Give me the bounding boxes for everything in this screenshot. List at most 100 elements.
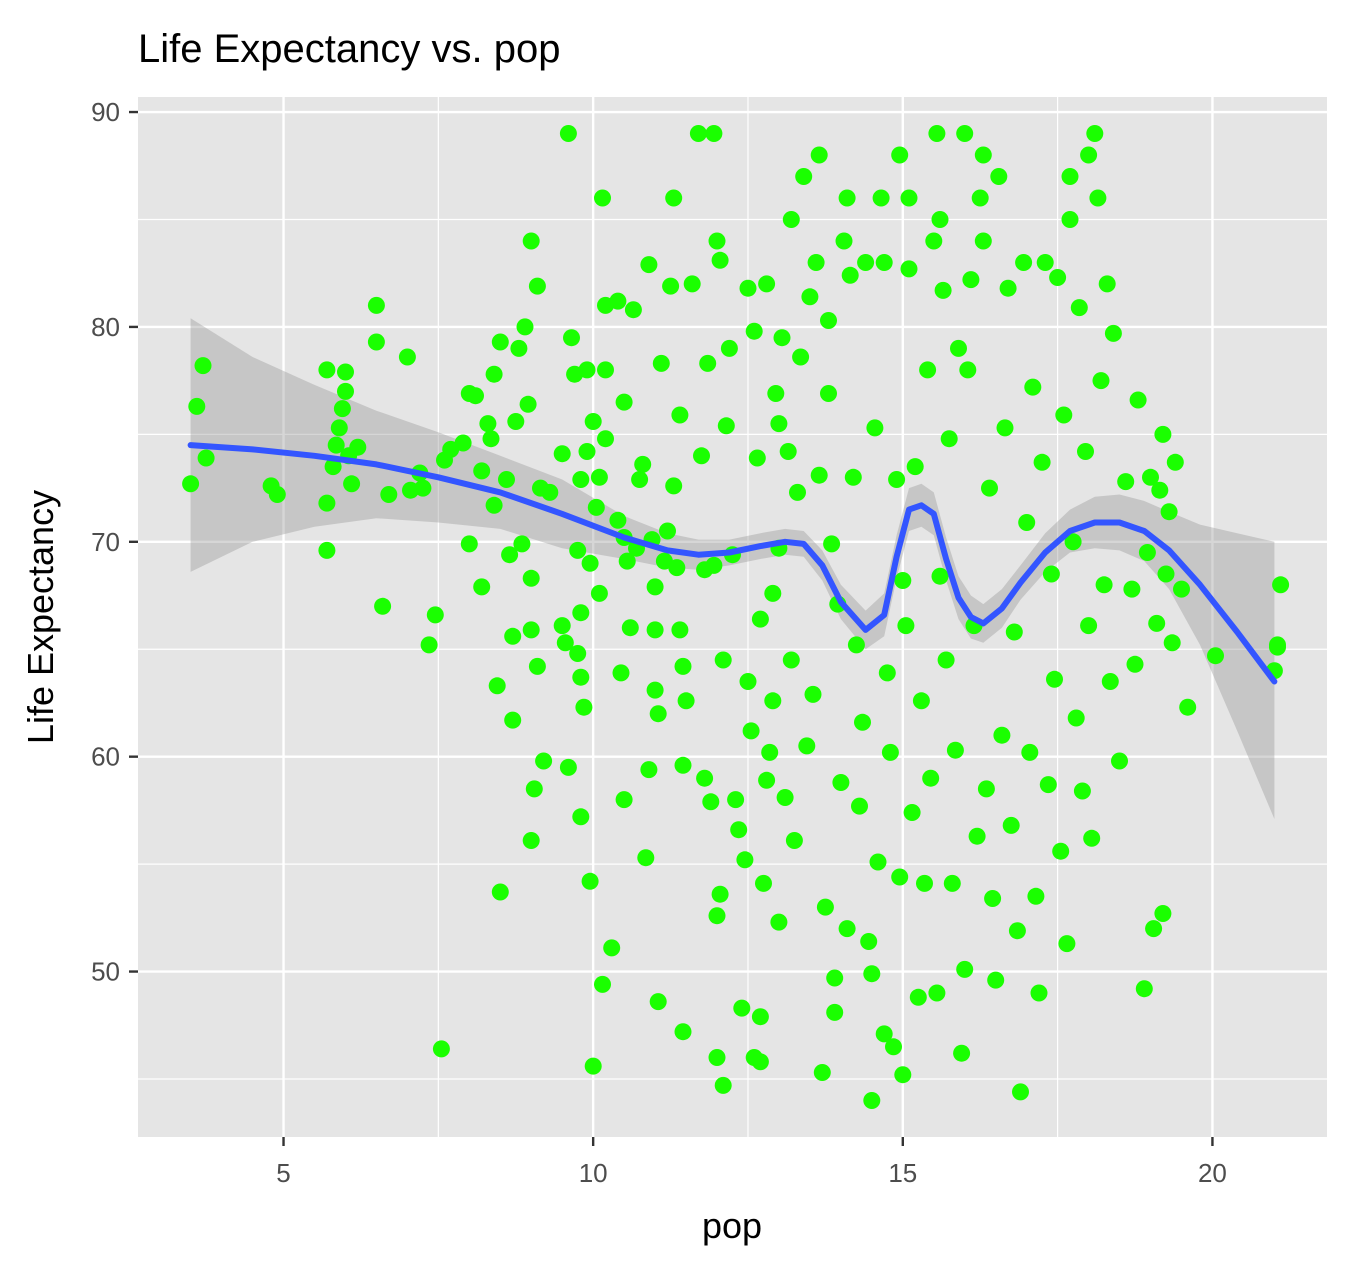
data-point: [906, 458, 924, 476]
data-point: [820, 312, 837, 329]
data-point: [1080, 617, 1098, 635]
data-point: [1033, 453, 1051, 471]
data-point: [1077, 443, 1094, 460]
data-point: [872, 189, 890, 207]
data-point: [330, 419, 348, 437]
data-point: [618, 552, 636, 570]
data-point: [665, 189, 683, 207]
data-point: [1095, 576, 1113, 594]
data-point: [847, 636, 865, 654]
data-point: [928, 984, 946, 1002]
x-axis: 5 10 15 20: [276, 1137, 1227, 1188]
smooth-line: [187, 442, 1278, 685]
data-point: [782, 651, 800, 669]
plot-panel: [138, 97, 1327, 1137]
data-point: [1067, 709, 1085, 727]
data-point: [984, 890, 1002, 907]
data-point: [1018, 514, 1036, 531]
data-point: [597, 361, 614, 379]
data-point: [535, 752, 553, 770]
data-point: [968, 827, 986, 845]
data-point: [916, 874, 933, 892]
data-point: [789, 483, 806, 501]
data-point: [578, 443, 596, 460]
data-point: [841, 266, 859, 284]
data-point: [677, 692, 695, 710]
data-point: [714, 651, 732, 669]
y-tick-label: 50: [91, 957, 120, 987]
data-point: [640, 256, 658, 274]
data-point: [432, 1040, 450, 1058]
data-point: [751, 1053, 769, 1071]
data-point: [674, 657, 692, 675]
data-point: [999, 279, 1017, 297]
y-tick-label: 70: [91, 527, 120, 557]
y-tick-label: 60: [91, 742, 120, 772]
data-point: [662, 277, 680, 295]
data-point: [1008, 922, 1026, 940]
data-point: [770, 913, 788, 931]
data-point: [194, 357, 212, 375]
data-point: [510, 339, 528, 357]
data-point: [1086, 125, 1104, 142]
data-point: [182, 475, 200, 493]
data-point: [1154, 425, 1172, 443]
data-point: [491, 333, 509, 351]
data-point: [559, 758, 577, 776]
data-point: [587, 498, 605, 516]
data-point: [522, 232, 540, 250]
data-point: [584, 413, 602, 430]
x-tick-label: 10: [579, 1158, 608, 1188]
data-point: [1123, 580, 1141, 598]
data-point: [1157, 565, 1175, 583]
data-point: [705, 556, 723, 574]
data-point: [959, 361, 977, 379]
data-point: [597, 430, 614, 448]
data-point: [525, 780, 543, 798]
data-point: [1173, 580, 1190, 598]
data-point: [652, 354, 670, 372]
data-point: [1036, 254, 1054, 271]
data-point: [590, 468, 608, 486]
data-point: [454, 434, 472, 452]
data-point: [702, 793, 720, 811]
data-point: [751, 610, 769, 628]
data-point: [714, 1076, 732, 1094]
data-point: [553, 617, 571, 635]
data-point: [501, 546, 519, 564]
y-axis: 50 60 70 80 90: [91, 97, 138, 987]
data-point: [467, 387, 484, 405]
data-point: [634, 455, 652, 473]
data-point: [1154, 905, 1172, 922]
data-point: [838, 189, 856, 207]
data-point: [479, 415, 497, 433]
data-point: [1269, 636, 1286, 654]
data-point: [398, 348, 416, 366]
data-point: [1117, 473, 1135, 491]
data-point: [333, 400, 351, 418]
data-point: [659, 522, 676, 540]
data-point: [563, 329, 580, 347]
data-point: [1207, 647, 1224, 665]
data-point: [609, 511, 627, 529]
data-point: [572, 808, 590, 826]
data-point: [528, 657, 546, 675]
y-axis-label: Life Expectancy: [20, 490, 61, 744]
x-axis-label: pop: [702, 1205, 762, 1246]
data-point: [813, 1064, 831, 1081]
data-point: [1073, 782, 1091, 800]
data-point: [414, 479, 432, 497]
data-point: [851, 797, 868, 815]
data-point: [971, 189, 989, 207]
data-point: [785, 832, 803, 849]
data-point: [343, 475, 361, 493]
data-point: [488, 677, 506, 695]
chart-title: Life Expectancy vs. pop: [138, 27, 560, 71]
data-point: [866, 419, 884, 437]
data-point: [1005, 623, 1023, 641]
data-point: [1042, 565, 1060, 583]
data-point: [624, 301, 642, 319]
data-point: [953, 1044, 971, 1062]
data-point: [612, 664, 630, 682]
data-point: [996, 419, 1014, 437]
